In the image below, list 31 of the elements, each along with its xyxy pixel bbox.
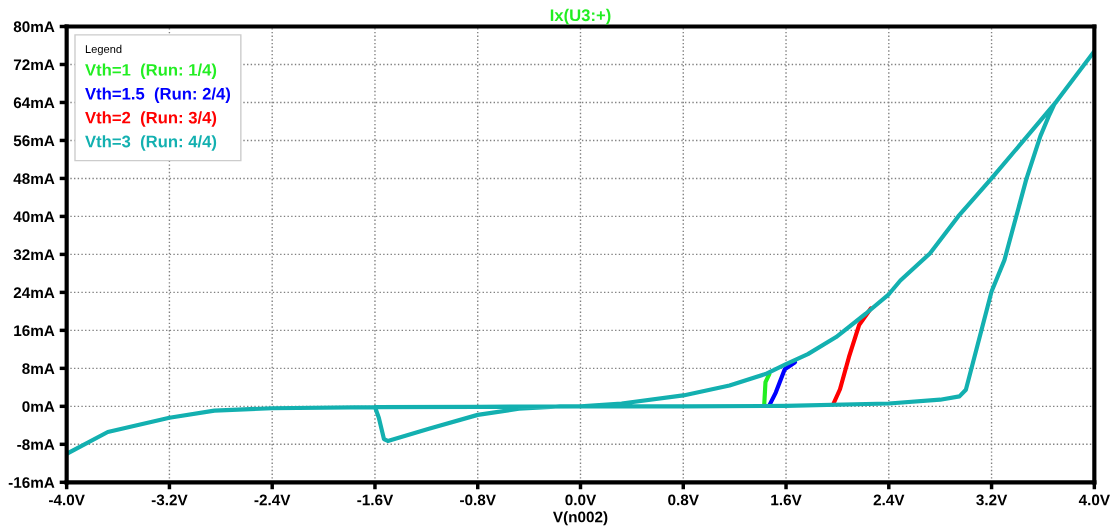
x-axis-title: V(n002) xyxy=(553,511,608,526)
text: Vth=2 (Run: 3/4) xyxy=(85,111,217,127)
y-tick-label: 16mA xyxy=(14,325,55,337)
x-tick-label: 1.6V xyxy=(771,494,802,506)
y-tick-label: 64mA xyxy=(13,97,55,109)
x-tick-label: -2.4V xyxy=(254,494,291,506)
text: Vth=1 (Run: 1/4) xyxy=(85,63,217,80)
legend-title: Legend xyxy=(85,44,122,56)
y-tick-label: 24mA xyxy=(13,287,55,298)
x-tick-label: 0.8V xyxy=(668,494,699,506)
x-tick-label: -4.0V xyxy=(49,494,85,506)
text: Vth=3 (Run: 4/4) xyxy=(85,135,217,151)
y-tick-label: 80mA xyxy=(13,21,55,33)
x-tick-label: 4.0V xyxy=(1078,494,1110,506)
x-tick-label: 3.2V xyxy=(976,494,1008,506)
x-tick-label: -0.8V xyxy=(460,494,496,506)
y-tick-label: 0mA xyxy=(22,401,55,413)
y-tick-label: 48mA xyxy=(13,173,55,185)
chart-title: Ix(U3:+) xyxy=(550,8,611,25)
y-tick-label: 32mA xyxy=(13,249,55,261)
y-tick-label: 56mA xyxy=(13,135,55,147)
y-tick-label: 8mA xyxy=(22,363,55,375)
x-tick-label: 0.0V xyxy=(565,494,597,506)
y-tick-label: -16mA xyxy=(8,477,55,488)
y-tick-label: 72mA xyxy=(13,59,55,71)
text: Vth=1.5 (Run: 2/4) xyxy=(85,87,231,103)
y-tick-label: 40mA xyxy=(13,211,55,223)
x-tick-label: 2.4V xyxy=(873,494,905,506)
x-tick-label: -3.2V xyxy=(151,494,188,506)
x-tick-label: -1.6V xyxy=(357,494,394,506)
y-tick-label: -8mA xyxy=(17,439,55,450)
